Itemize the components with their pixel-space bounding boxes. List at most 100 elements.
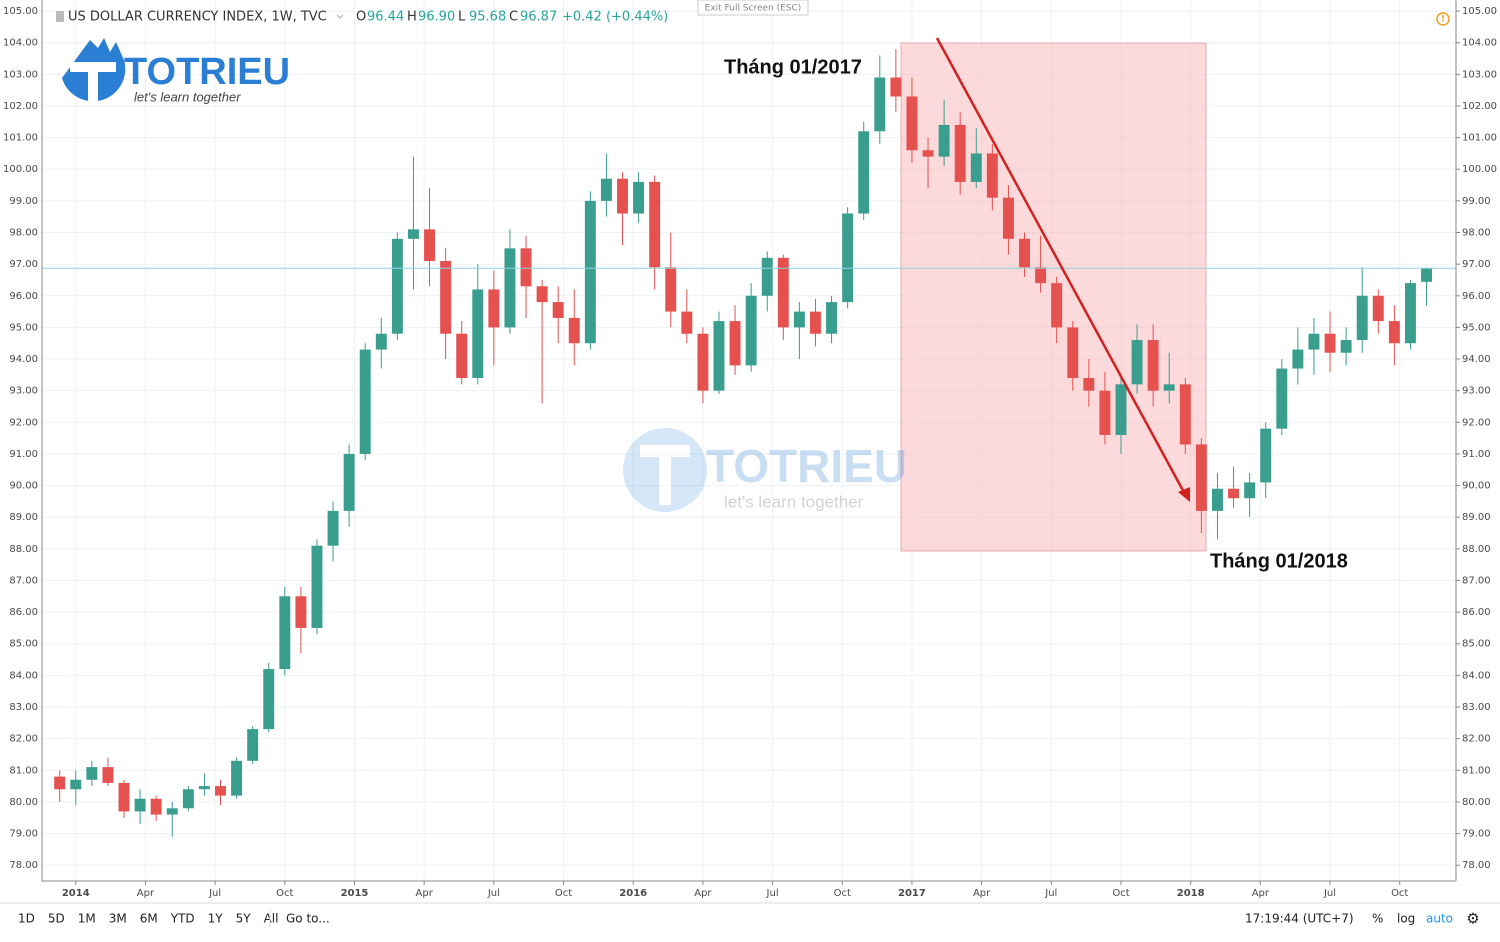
- candle-body: [1179, 384, 1191, 445]
- candle-body: [938, 124, 950, 157]
- y-tick-label: 82.00: [1462, 734, 1491, 745]
- y-tick-label: 99.00: [1462, 196, 1491, 207]
- y-tick-label: 84.00: [9, 670, 38, 681]
- y-tick-label: 103.00: [1462, 69, 1497, 80]
- range-button[interactable]: 1M: [78, 912, 96, 926]
- candle-body: [1067, 327, 1079, 379]
- candle-body: [809, 311, 821, 334]
- candle-body: [568, 317, 580, 344]
- y-tick-label: 103.00: [3, 69, 38, 80]
- candle-body: [1147, 340, 1159, 391]
- candle-body: [295, 596, 307, 628]
- range-button[interactable]: 1D: [18, 912, 35, 926]
- watermark: TOTRIEU let's learn together: [623, 428, 907, 512]
- exit-fullscreen-label[interactable]: Exit Full Screen (ESC): [705, 4, 802, 14]
- candle-body: [1324, 333, 1336, 353]
- x-tick-label: Apr: [416, 888, 434, 899]
- settings-icon[interactable]: ⚙: [1466, 910, 1479, 928]
- y-tick-label: 91.00: [9, 449, 38, 460]
- ohlc-key: H: [407, 10, 417, 25]
- y-tick-label: 87.00: [9, 575, 38, 586]
- auto-button[interactable]: auto: [1426, 912, 1453, 926]
- x-tick-label: Oct: [834, 888, 851, 899]
- candle-body: [391, 238, 403, 334]
- y-tick-label: 86.00: [9, 607, 38, 618]
- candle-body: [424, 229, 436, 261]
- watermark-tagline: let's learn together: [724, 492, 864, 511]
- range-button[interactable]: 1Y: [208, 912, 224, 926]
- candle-body: [134, 798, 146, 812]
- x-tick-label: 2016: [619, 888, 647, 899]
- candle-body: [440, 260, 452, 334]
- candle-body: [343, 453, 355, 511]
- y-tick-label: 80.00: [9, 797, 38, 808]
- logo-bar: [70, 62, 116, 72]
- x-tick-label: Apr: [1252, 888, 1270, 899]
- y-tick-label: 96.00: [1462, 291, 1491, 302]
- y-tick-label: 92.00: [9, 417, 38, 428]
- y-tick-label: 105.00: [3, 6, 38, 17]
- annotation: Tháng 01/2017: [724, 56, 862, 78]
- candle-body: [118, 782, 130, 812]
- candle-body: [1260, 428, 1272, 483]
- y-tick-label: 78.00: [1462, 860, 1491, 871]
- candle-body: [842, 213, 854, 303]
- axis-labels: 78.00 78.00 79.00 79.00 80.00 80.00 81.00 81.00…: [3, 6, 1497, 899]
- x-tick-label: Jul: [487, 888, 500, 899]
- y-tick-label: 88.00: [9, 544, 38, 555]
- log-button[interactable]: log: [1397, 912, 1415, 926]
- range-button[interactable]: 5Y: [236, 912, 252, 926]
- candle-body: [633, 181, 645, 214]
- ohlc-key: C: [509, 10, 518, 25]
- y-tick-label: 85.00: [1462, 639, 1491, 650]
- dropdown-caret[interactable]: [336, 14, 344, 19]
- candle-body: [520, 248, 532, 287]
- logo: TOTRIEU let's learn together: [62, 38, 290, 104]
- y-tick-label: 90.00: [1462, 481, 1491, 492]
- goto-button[interactable]: Go to...: [286, 912, 330, 926]
- x-tick-label: 2017: [898, 888, 926, 899]
- candles: [42, 49, 1456, 837]
- candle-body: [1276, 368, 1288, 429]
- y-tick-label: 85.00: [9, 639, 38, 650]
- range-button[interactable]: All: [264, 912, 279, 926]
- candle-body: [777, 257, 789, 328]
- symbol-title[interactable]: US DOLLAR CURRENCY INDEX, 1W, TVC: [68, 10, 327, 25]
- candle-body: [600, 178, 612, 201]
- candle-body: [954, 124, 966, 182]
- candle-body: [681, 311, 693, 334]
- y-tick-label: 100.00: [3, 164, 38, 175]
- ohlc-key: L: [458, 10, 466, 25]
- y-tick-label: 93.00: [1462, 386, 1491, 397]
- candle-body: [922, 150, 934, 157]
- x-tick-label: Jul: [208, 888, 221, 899]
- range-button[interactable]: 5D: [48, 912, 65, 926]
- candle-body: [1131, 340, 1143, 385]
- range-button[interactable]: 6M: [140, 912, 158, 926]
- range-button[interactable]: 3M: [109, 912, 127, 926]
- y-tick-label: 83.00: [9, 702, 38, 713]
- alert-icon-mark[interactable]: !: [1441, 15, 1445, 25]
- candle-body: [407, 229, 419, 239]
- candle-body: [1051, 283, 1063, 328]
- watermark-logo: [623, 428, 707, 512]
- clock: 17:19:44 (UTC+7): [1245, 912, 1354, 926]
- percent-button[interactable]: %: [1372, 912, 1383, 926]
- candle-body: [231, 760, 243, 796]
- candle-body: [1002, 197, 1014, 239]
- range-button[interactable]: YTD: [170, 912, 195, 926]
- y-tick-label: 98.00: [1462, 228, 1491, 239]
- candle-body: [826, 302, 838, 334]
- candle-body: [102, 767, 114, 783]
- y-tick-label: 78.00: [9, 860, 38, 871]
- y-tick-label: 97.00: [1462, 259, 1491, 270]
- candle-body: [456, 333, 468, 379]
- candle-body: [890, 77, 902, 97]
- alert-icon[interactable]: [1436, 12, 1450, 26]
- y-tick-label: 96.00: [9, 291, 38, 302]
- x-tick-label: Jul: [1044, 888, 1057, 899]
- y-tick-label: 86.00: [1462, 607, 1491, 618]
- candle-body: [488, 289, 500, 328]
- exit-fullscreen-button[interactable]: [697, 0, 809, 16]
